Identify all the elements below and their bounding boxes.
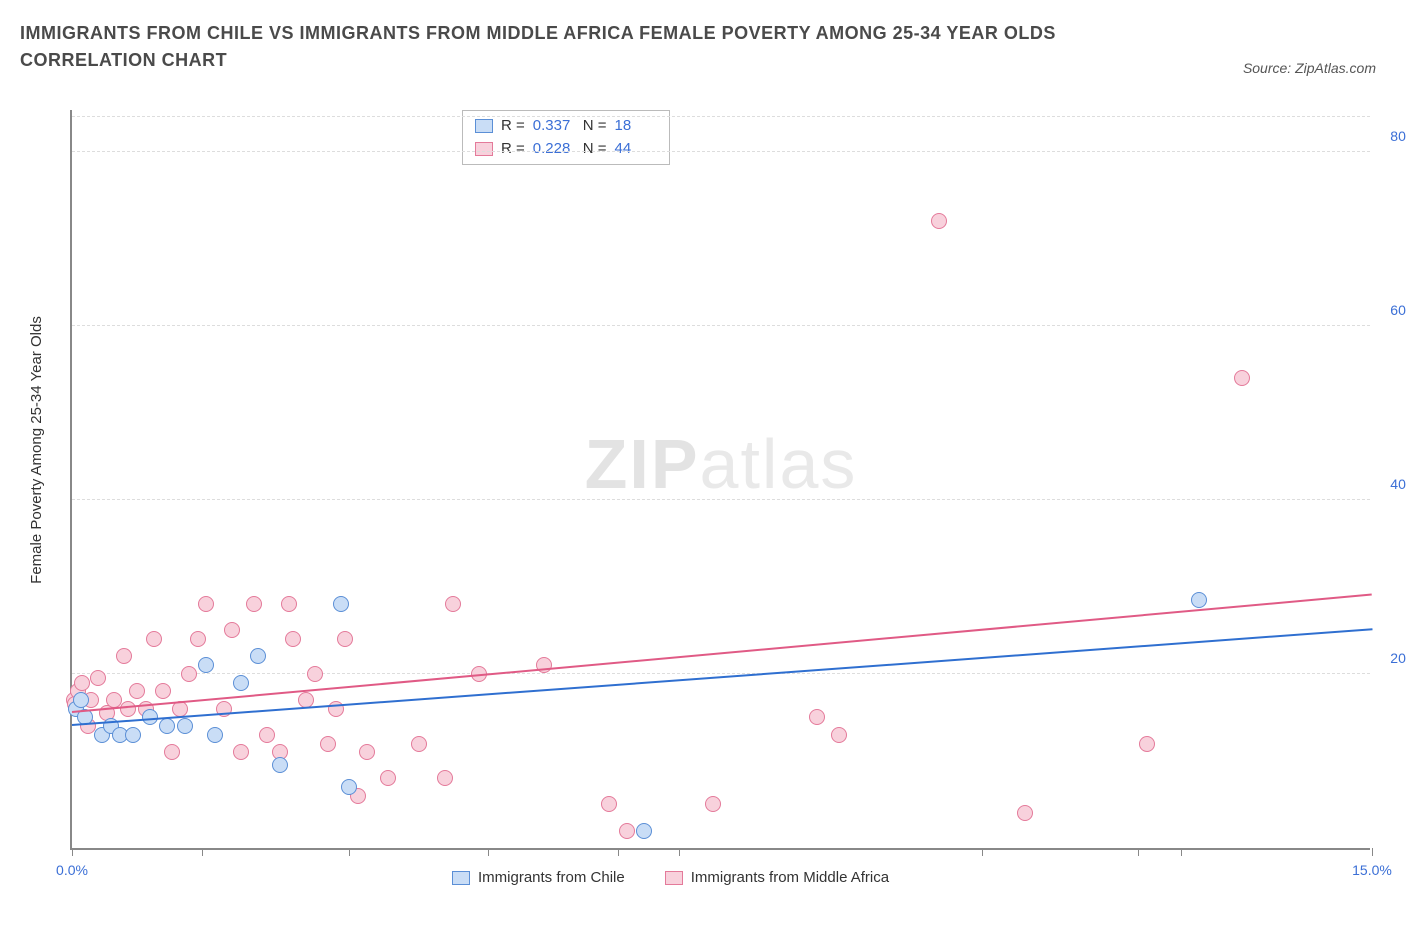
legend-swatch-1 — [452, 871, 470, 885]
data-point — [198, 596, 214, 612]
x-tick — [1138, 848, 1139, 856]
data-point — [333, 596, 349, 612]
y-tick-label: 40.0% — [1390, 476, 1406, 492]
data-point — [445, 596, 461, 612]
data-point — [120, 701, 136, 717]
data-point — [831, 727, 847, 743]
trend-line — [72, 628, 1372, 726]
data-point — [177, 718, 193, 734]
watermark-bold: ZIP — [585, 425, 700, 503]
data-point — [931, 213, 947, 229]
data-point — [1017, 805, 1033, 821]
source-label: Source: ZipAtlas.com — [1243, 60, 1376, 76]
data-point — [285, 631, 301, 647]
legend-label-1: Immigrants from Chile — [478, 869, 625, 886]
data-point — [233, 675, 249, 691]
y-axis-label: Female Poverty Among 25-34 Year Olds — [28, 316, 45, 584]
data-point — [636, 823, 652, 839]
x-tick — [1181, 848, 1182, 856]
gridline — [72, 151, 1370, 152]
stats-r-label: R = — [501, 115, 525, 138]
legend-item-series2: Immigrants from Middle Africa — [665, 869, 889, 886]
data-point — [246, 596, 262, 612]
data-point — [705, 796, 721, 812]
data-point — [207, 727, 223, 743]
correlation-chart: IMMIGRANTS FROM CHILE VS IMMIGRANTS FROM… — [20, 20, 1386, 910]
data-point — [233, 744, 249, 760]
data-point — [224, 622, 240, 638]
x-tick-label: 0.0% — [56, 862, 88, 878]
data-point — [272, 757, 288, 773]
watermark: ZIPatlas — [585, 424, 858, 504]
data-point — [164, 744, 180, 760]
data-point — [1234, 370, 1250, 386]
data-point — [259, 727, 275, 743]
gridline — [72, 499, 1370, 500]
stats-r-label2: R = — [501, 138, 525, 161]
stats-n-value-1: 18 — [615, 115, 657, 138]
data-point — [1191, 592, 1207, 608]
data-point — [281, 596, 297, 612]
stats-row-series1: R = 0.337 N = 18 — [475, 115, 657, 138]
chart-title: IMMIGRANTS FROM CHILE VS IMMIGRANTS FROM… — [20, 20, 1120, 74]
stats-row-series2: R = 0.228 N = 44 — [475, 138, 657, 161]
x-tick — [1372, 848, 1373, 856]
data-point — [116, 648, 132, 664]
data-point — [198, 657, 214, 673]
stats-n-label: N = — [583, 115, 607, 138]
data-point — [106, 692, 122, 708]
data-point — [181, 666, 197, 682]
legend-item-series1: Immigrants from Chile — [452, 869, 625, 886]
watermark-light: atlas — [700, 425, 858, 503]
data-point — [437, 770, 453, 786]
y-tick-label: 60.0% — [1390, 302, 1406, 318]
data-point — [125, 727, 141, 743]
data-point — [380, 770, 396, 786]
legend-label-2: Immigrants from Middle Africa — [691, 869, 889, 886]
data-point — [601, 796, 617, 812]
trend-line — [72, 594, 1372, 714]
stats-legend-box: R = 0.337 N = 18 R = 0.228 N = 44 — [462, 110, 670, 165]
x-tick — [72, 848, 73, 856]
legend-bottom: Immigrants from Chile Immigrants from Mi… — [452, 869, 889, 886]
data-point — [1139, 736, 1155, 752]
gridline — [72, 116, 1370, 117]
data-point — [809, 709, 825, 725]
data-point — [619, 823, 635, 839]
data-point — [320, 736, 336, 752]
data-point — [359, 744, 375, 760]
data-point — [129, 683, 145, 699]
x-tick — [349, 848, 350, 856]
data-point — [73, 692, 89, 708]
x-tick — [982, 848, 983, 856]
legend-swatch-2 — [665, 871, 683, 885]
stats-n-label2: N = — [583, 138, 607, 161]
y-tick-label: 20.0% — [1390, 650, 1406, 666]
gridline — [72, 325, 1370, 326]
data-point — [159, 718, 175, 734]
plot-area: ZIPatlas R = 0.337 N = 18 R = 0.228 N = … — [70, 110, 1370, 850]
x-tick-label: 15.0% — [1352, 862, 1392, 878]
stats-n-value-2: 44 — [615, 138, 657, 161]
data-point — [90, 670, 106, 686]
y-tick-label: 80.0% — [1390, 128, 1406, 144]
data-point — [155, 683, 171, 699]
stats-r-value-2: 0.228 — [533, 138, 575, 161]
x-tick — [618, 848, 619, 856]
data-point — [307, 666, 323, 682]
data-point — [411, 736, 427, 752]
data-point — [74, 675, 90, 691]
data-point — [250, 648, 266, 664]
x-tick — [679, 848, 680, 856]
data-point — [146, 631, 162, 647]
data-point — [190, 631, 206, 647]
data-point — [337, 631, 353, 647]
data-point — [341, 779, 357, 795]
x-tick — [202, 848, 203, 856]
x-tick — [488, 848, 489, 856]
swatch-series2 — [475, 142, 493, 156]
gridline — [72, 673, 1370, 674]
swatch-series1 — [475, 119, 493, 133]
stats-r-value-1: 0.337 — [533, 115, 575, 138]
